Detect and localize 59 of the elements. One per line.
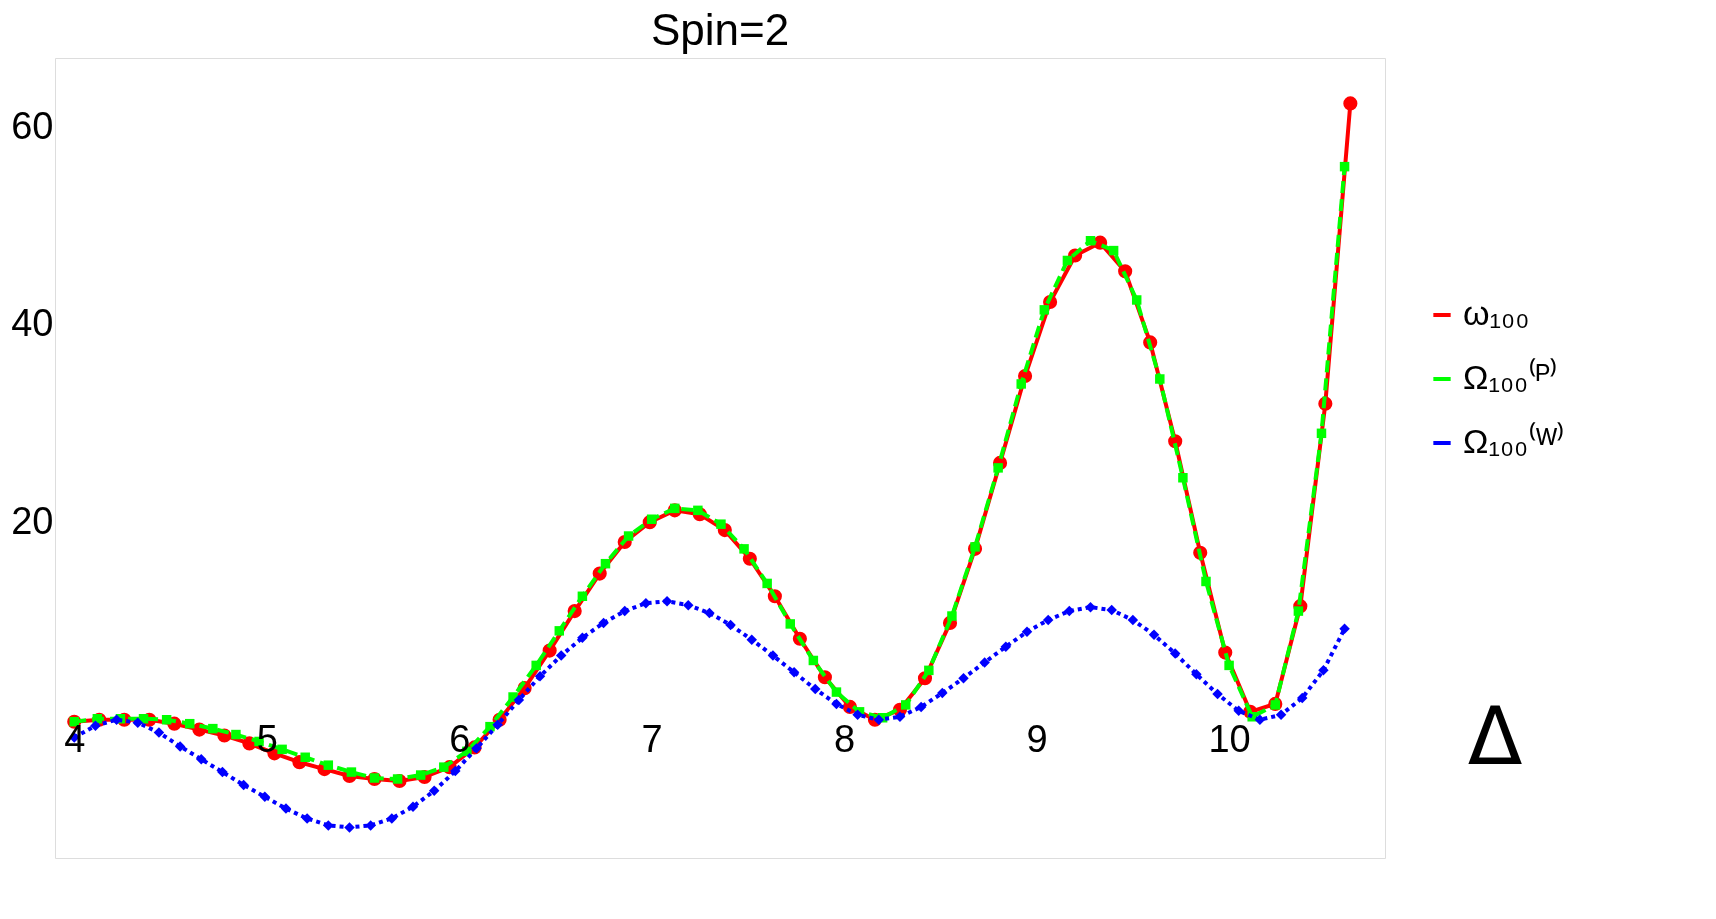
point [346, 767, 357, 777]
point [1270, 700, 1281, 710]
point [1062, 255, 1073, 266]
point [1131, 295, 1142, 305]
point [554, 626, 565, 636]
point [785, 619, 795, 629]
point [623, 531, 634, 541]
chart-title: Spin=2 [650, 5, 790, 54]
point [577, 591, 588, 602]
x-tick-label: 6 [449, 718, 471, 761]
point [1039, 305, 1050, 315]
point [1016, 379, 1026, 389]
legend-label: Ω₁₀₀⁽ᵂ⁾ [1463, 422, 1566, 460]
y-tick-label: 20 [11, 499, 54, 542]
point [277, 744, 287, 755]
x-tick-label: 8 [834, 718, 856, 761]
point [670, 503, 680, 514]
point [693, 505, 703, 516]
point [1316, 428, 1327, 439]
point [716, 519, 726, 529]
point [531, 660, 541, 671]
point [762, 578, 772, 589]
point [415, 770, 426, 780]
point [739, 544, 749, 554]
point [184, 718, 195, 729]
y-tick-label: 60 [11, 104, 54, 147]
point [439, 762, 449, 772]
x-tick-label: 7 [641, 718, 663, 761]
point [808, 655, 819, 666]
x-tick-label: 9 [1026, 718, 1048, 761]
point [1343, 96, 1358, 111]
point [600, 558, 611, 569]
point [1085, 235, 1096, 246]
point [924, 665, 934, 676]
point [392, 774, 403, 784]
legend-label: ω₁₀₀ [1463, 294, 1530, 332]
x-axis-title: Δ [1467, 689, 1523, 783]
x-tick-label: 10 [1208, 718, 1251, 761]
point [369, 773, 380, 783]
point [1224, 660, 1234, 671]
point [831, 687, 842, 697]
point [300, 752, 310, 762]
point [485, 721, 495, 732]
point [323, 760, 334, 770]
point [1108, 245, 1119, 256]
point [1178, 473, 1188, 483]
point [1293, 606, 1304, 616]
point [1155, 374, 1165, 384]
legend-label: Ω₁₀₀⁽ᴾ⁾ [1463, 358, 1559, 396]
point [901, 700, 911, 710]
point [208, 723, 218, 734]
point [947, 611, 957, 621]
point [993, 463, 1003, 473]
point [1201, 576, 1211, 587]
y-tick-label: 40 [11, 302, 54, 345]
point [1339, 161, 1350, 172]
point [646, 514, 657, 524]
point [231, 729, 241, 740]
point [161, 714, 172, 725]
